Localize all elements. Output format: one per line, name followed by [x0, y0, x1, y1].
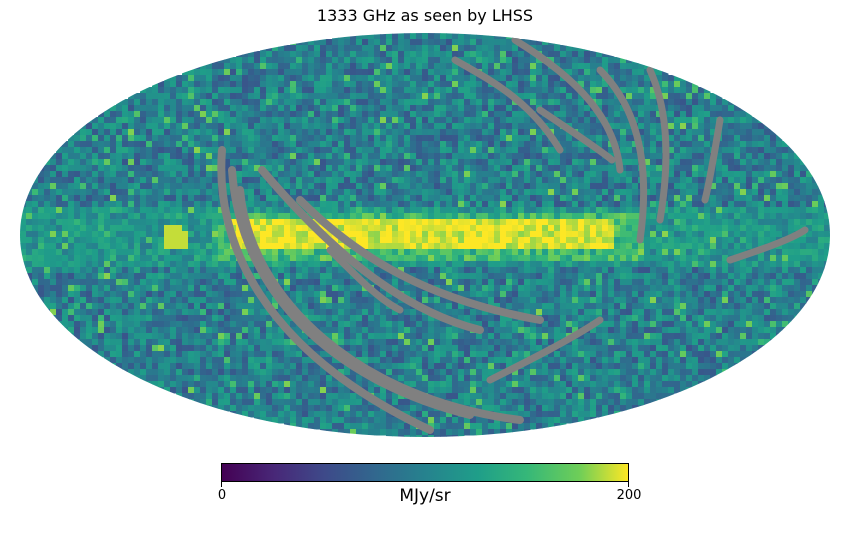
- masked-arc-2: [258, 166, 484, 334]
- colorbar: [221, 463, 629, 482]
- masked-arc-12: [486, 316, 604, 384]
- masked-arc-7: [646, 66, 670, 224]
- masked-arc-0: [217, 146, 434, 434]
- colorbar-unit-label: MJy/sr: [399, 486, 451, 506]
- masked-arc-8: [701, 116, 724, 204]
- colorbar-tick-min: [221, 482, 222, 487]
- masked-scan-arcs: [217, 36, 809, 434]
- masked-arc-3: [296, 196, 544, 324]
- masked-arc-10: [536, 106, 616, 164]
- masked-arc-5: [511, 36, 624, 174]
- masked-arc-11: [726, 226, 809, 264]
- masked-arc-9: [451, 56, 564, 154]
- colorbar-max-label: 200: [616, 488, 642, 503]
- masked-arc-13: [326, 246, 404, 314]
- masked-arc-4: [236, 186, 524, 424]
- chart-title: 1333 GHz as seen by LHSS: [316, 6, 534, 25]
- colorbar-tick-max: [628, 482, 629, 487]
- masked-arc-6: [596, 66, 648, 244]
- map-pixels: [20, 33, 830, 437]
- colorbar-min-label: 0: [217, 488, 227, 503]
